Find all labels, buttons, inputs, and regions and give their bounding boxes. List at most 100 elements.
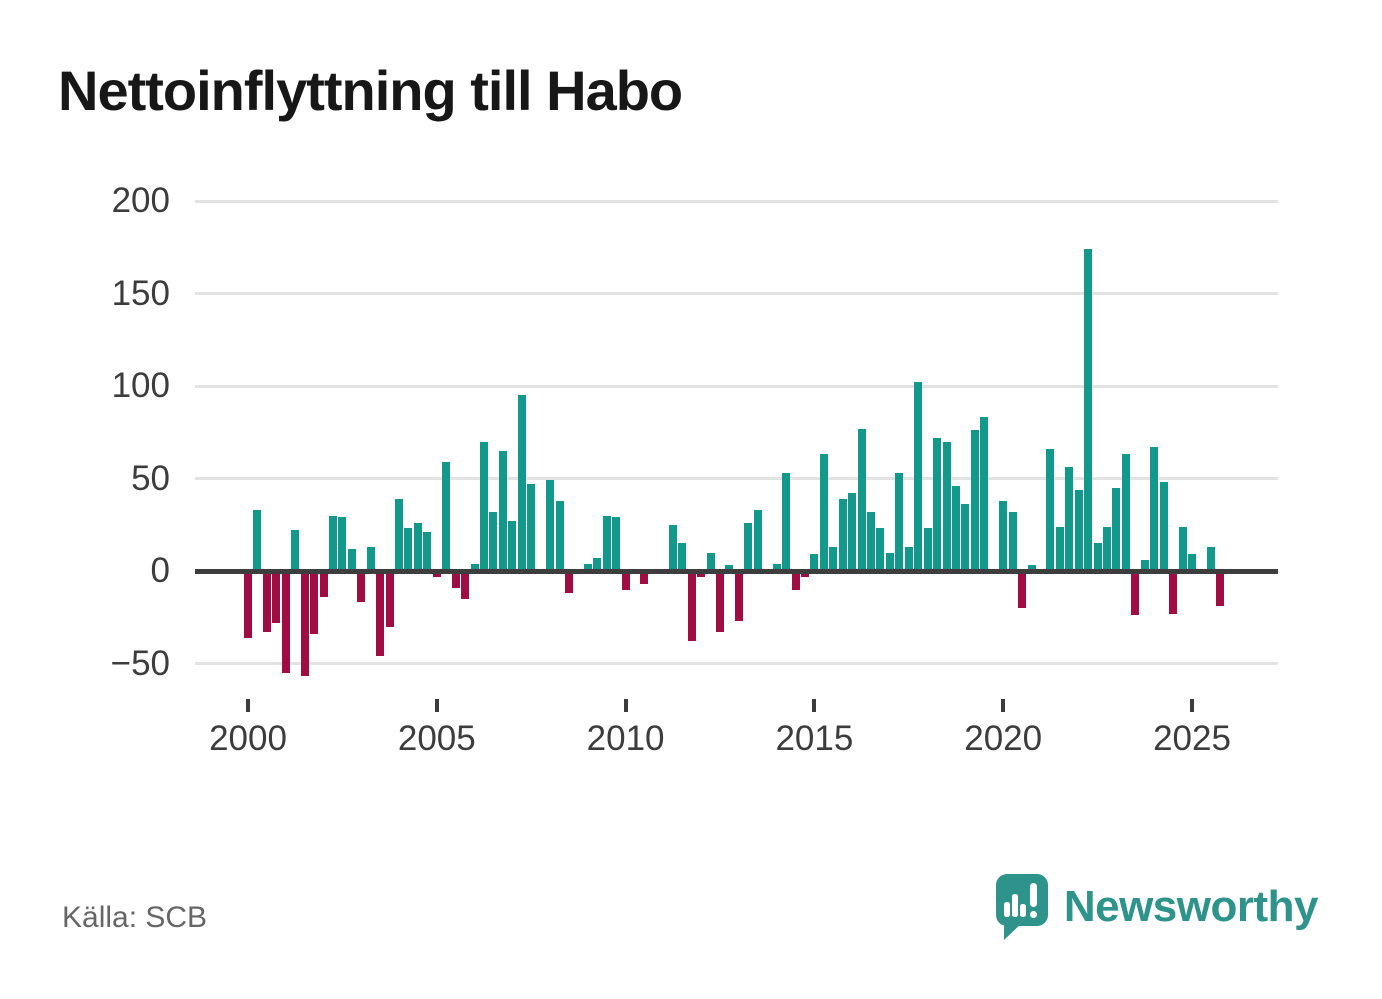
bar-2020-q3 bbox=[1018, 571, 1027, 608]
bar-2018-q2 bbox=[933, 437, 942, 571]
bar-2011-q2 bbox=[668, 524, 677, 571]
bar-2022-q4 bbox=[1103, 526, 1112, 571]
bar-2001-q4 bbox=[310, 571, 319, 634]
bar-2022-q1 bbox=[1074, 489, 1083, 571]
bar-2014-q3 bbox=[791, 571, 800, 590]
newsworthy-wordmark: Newsworthy bbox=[1063, 882, 1319, 931]
y-axis-label-200: 200 bbox=[111, 181, 170, 220]
bar-2006-q3 bbox=[489, 511, 498, 571]
bar-2020-q1 bbox=[999, 500, 1008, 571]
bar-2025-q1 bbox=[1188, 554, 1196, 571]
bar-2001-q2 bbox=[291, 530, 300, 571]
bar-2012-q4 bbox=[725, 565, 734, 571]
bar-2018-q3 bbox=[942, 441, 951, 571]
bar-2003-q3 bbox=[376, 571, 385, 657]
bar-2015-q2 bbox=[819, 454, 828, 571]
bar-2020-q4 bbox=[1027, 565, 1036, 571]
bar-2020-q2 bbox=[1008, 511, 1017, 571]
bar-2009-q2 bbox=[593, 558, 602, 571]
bar-2017-q3 bbox=[904, 546, 913, 571]
bar-2021-q3 bbox=[1055, 526, 1064, 571]
x-axis-tick-2020 bbox=[1001, 699, 1006, 712]
bar-2000-q4 bbox=[272, 571, 281, 623]
bar-2012-q3 bbox=[716, 571, 724, 633]
bar-2017-q2 bbox=[895, 472, 904, 571]
bar-2018-q1 bbox=[923, 528, 932, 571]
bar-2017-q4 bbox=[914, 382, 923, 571]
page-title: Nettoinflyttning till Habo bbox=[58, 59, 683, 122]
x-axis-label-2025: 2025 bbox=[1153, 719, 1231, 758]
bar-2022-q2 bbox=[1084, 249, 1093, 571]
x-axis-tick-2010 bbox=[623, 699, 628, 712]
bar-2012-q2 bbox=[706, 552, 715, 571]
bar-2005-q4 bbox=[461, 571, 470, 599]
bar-2006-q1 bbox=[470, 563, 479, 571]
bar-2016-q3 bbox=[867, 511, 876, 571]
gridline-150 bbox=[195, 292, 1278, 295]
gridline-200 bbox=[195, 199, 1278, 203]
bar-2021-q2 bbox=[1046, 448, 1055, 571]
bar-2023-q4 bbox=[1140, 559, 1149, 571]
gridline-50 bbox=[195, 477, 1278, 480]
zero-axis-line bbox=[195, 569, 1278, 574]
bar-2025-q3 bbox=[1206, 546, 1215, 571]
bar-2024-q2 bbox=[1159, 482, 1168, 571]
bar-2009-q1 bbox=[583, 563, 592, 571]
gridline--50 bbox=[195, 662, 1278, 665]
bar-2023-q3 bbox=[1131, 571, 1140, 616]
bar-2002-q1 bbox=[319, 571, 328, 597]
bar-2016-q4 bbox=[876, 528, 885, 571]
bar-2019-q1 bbox=[961, 504, 970, 571]
bar-2007-q3 bbox=[527, 484, 536, 571]
bar-2024-q1 bbox=[1150, 447, 1159, 571]
bar-2005-q2 bbox=[442, 461, 451, 571]
bar-2021-q4 bbox=[1065, 467, 1074, 571]
bar-2013-q2 bbox=[744, 522, 753, 571]
bar-2010-q1 bbox=[621, 571, 630, 590]
x-axis-tick-2005 bbox=[434, 699, 439, 712]
bar-2004-q1 bbox=[395, 498, 404, 571]
bar-2004-q4 bbox=[423, 532, 432, 571]
x-axis-label-2000: 2000 bbox=[209, 719, 287, 758]
bar-2009-q3 bbox=[602, 515, 611, 571]
x-axis-tick-2025 bbox=[1190, 699, 1194, 712]
bar-2008-q1 bbox=[546, 480, 555, 571]
bar-2018-q4 bbox=[952, 485, 960, 571]
bar-2015-q1 bbox=[810, 554, 819, 571]
y-axis-label-150: 150 bbox=[111, 273, 170, 313]
bar-2004-q3 bbox=[413, 522, 422, 571]
bar-2006-q4 bbox=[498, 450, 507, 571]
bar-2000-q1 bbox=[244, 571, 252, 638]
bar-2002-q4 bbox=[347, 548, 356, 571]
gridline-100 bbox=[195, 384, 1278, 388]
bar-2003-q2 bbox=[366, 546, 375, 571]
bar-2007-q1 bbox=[508, 521, 517, 571]
bar-2000-q2 bbox=[253, 509, 262, 571]
bar-2002-q2 bbox=[328, 515, 337, 571]
x-axis-label-2020: 2020 bbox=[964, 719, 1043, 758]
bar-2017-q1 bbox=[885, 552, 894, 571]
bar-2004-q2 bbox=[404, 528, 413, 571]
bar-2005-q3 bbox=[451, 571, 460, 588]
bar-2015-q4 bbox=[838, 498, 847, 571]
bar-2008-q3 bbox=[564, 571, 573, 594]
bar-2014-q1 bbox=[772, 563, 781, 571]
newsworthy-logo: Newsworthy bbox=[995, 874, 1319, 940]
bar-2001-q3 bbox=[300, 571, 309, 677]
bar-2013-q3 bbox=[753, 509, 762, 571]
y-axis-label-0: 0 bbox=[150, 551, 170, 590]
y-axis-label-100: 100 bbox=[111, 366, 170, 405]
bar-2009-q4 bbox=[612, 517, 621, 571]
bar-2006-q2 bbox=[480, 441, 488, 571]
bar-2024-q3 bbox=[1169, 571, 1178, 614]
bar-2003-q1 bbox=[357, 571, 366, 603]
bar-2011-q4 bbox=[687, 571, 696, 642]
bar-2008-q2 bbox=[555, 500, 564, 571]
y-axis-label-50: 50 bbox=[131, 458, 170, 498]
x-axis-label-2010: 2010 bbox=[586, 719, 665, 758]
bar-2015-q3 bbox=[829, 546, 838, 571]
bar-2025-q4 bbox=[1216, 571, 1225, 607]
x-axis-tick-2015 bbox=[812, 699, 817, 712]
